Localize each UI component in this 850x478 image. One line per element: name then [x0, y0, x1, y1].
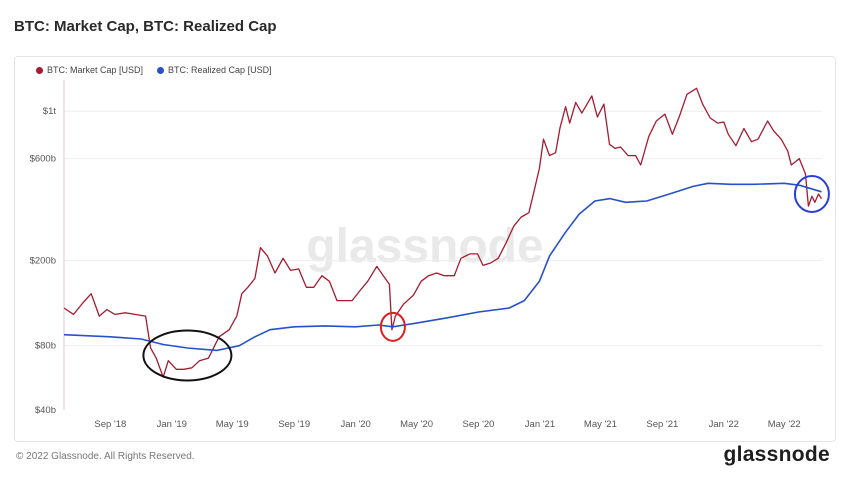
- glassnode-logo[interactable]: glassnode: [723, 443, 830, 466]
- chart-legend: BTC: Market Cap [USD] BTC: Realized Cap …: [36, 65, 272, 75]
- y-tick-label: $200b: [30, 256, 56, 267]
- chart-panel: [14, 56, 836, 442]
- x-tick-label: Jan '19: [157, 419, 187, 430]
- annotation-black-ellipse: [142, 329, 233, 382]
- x-tick-label: Sep '21: [646, 419, 678, 430]
- annotations: [142, 174, 830, 382]
- y-tick-label: $80b: [35, 341, 56, 352]
- legend-label-market-cap: BTC: Market Cap [USD]: [47, 65, 144, 75]
- legend-item-market-cap[interactable]: BTC: Market Cap [USD]: [36, 65, 143, 75]
- grid-lines: [64, 110, 822, 347]
- x-tick-label: May '19: [216, 419, 249, 430]
- x-tick-label: May '20: [400, 419, 433, 430]
- x-tick-label: Jan '22: [709, 419, 739, 430]
- page-title: BTC: Market Cap, BTC: Realized Cap: [14, 18, 277, 35]
- x-tick-label: Sep '18: [94, 419, 126, 430]
- x-tick-label: May '21: [584, 419, 617, 430]
- copyright-text: © 2022 Glassnode. All Rights Reserved.: [16, 451, 195, 462]
- legend-item-realized-cap[interactable]: BTC: Realized Cap [USD]: [157, 65, 272, 75]
- y-tick-label: $40b: [35, 405, 56, 416]
- x-tick-label: May '22: [768, 419, 801, 430]
- x-tick-label: Sep '20: [463, 419, 495, 430]
- y-tick-label: $1t: [43, 106, 57, 117]
- legend-dot-realized-cap: [157, 66, 165, 74]
- y-tick-label: $600b: [30, 154, 56, 165]
- watermark: glassnode: [306, 220, 543, 273]
- annotation-red-circle: [379, 311, 406, 342]
- realized-cap-line: [63, 182, 822, 352]
- y-axis-ticks: $40b $80b $200b $600b $1t: [30, 106, 57, 416]
- series-lines: [63, 87, 823, 378]
- legend-dot-market-cap: [36, 66, 43, 74]
- legend-label-realized-cap: BTC: Realized Cap [USD]: [168, 65, 272, 75]
- x-tick-label: Sep '19: [278, 419, 310, 430]
- market-cap-line: [63, 87, 823, 378]
- x-tick-label: Jan '20: [340, 419, 370, 430]
- x-tick-label: Jan '21: [525, 419, 555, 430]
- x-axis-ticks: Sep '18 Jan '19 May '19 Sep '19 Jan '20 May '…: [94, 419, 800, 430]
- annotation-blue-circle: [793, 174, 830, 213]
